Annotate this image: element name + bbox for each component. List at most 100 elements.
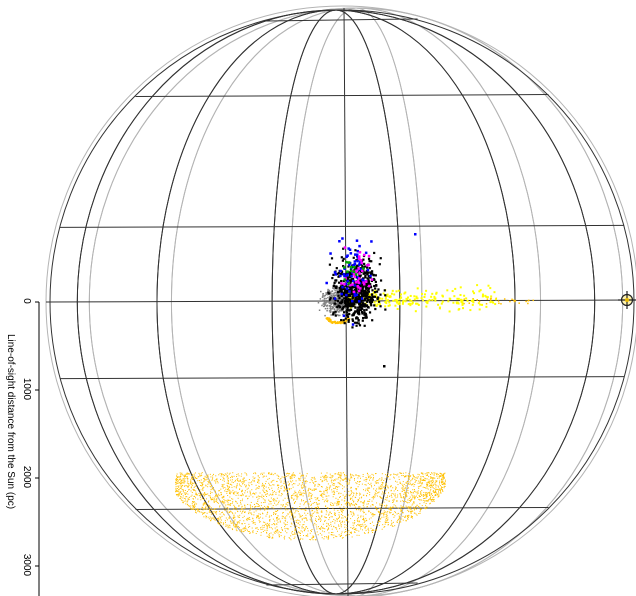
star-point-orange xyxy=(343,486,345,488)
star-point-orange xyxy=(385,497,387,499)
star-point-yellow xyxy=(385,295,388,298)
star-point-orange xyxy=(425,495,427,497)
star-point-orange xyxy=(242,482,244,484)
star-point-orange xyxy=(350,532,352,534)
star-point-orange xyxy=(213,500,215,502)
star-point-yellow xyxy=(494,298,497,301)
star-point-orange xyxy=(348,482,350,484)
star-point-orange xyxy=(365,529,367,531)
star-point-orange xyxy=(175,482,177,484)
star-point-magenta xyxy=(355,269,359,273)
star-point-orange xyxy=(269,520,271,522)
star-point-orange xyxy=(228,485,230,487)
star-point-orange xyxy=(431,482,433,484)
latitude-line xyxy=(266,582,418,586)
star-point-orange xyxy=(364,526,366,528)
star-point-orange xyxy=(403,496,405,498)
star-point-orange xyxy=(266,509,268,511)
star-point-black xyxy=(347,295,350,298)
star-point-gray xyxy=(330,302,332,305)
star-point-orange xyxy=(422,476,424,478)
star-point-orange xyxy=(351,536,353,538)
star-point-orange xyxy=(326,480,328,482)
star-point-gray xyxy=(327,290,329,292)
star-point-orange xyxy=(405,496,407,498)
star-point-orange xyxy=(401,510,403,512)
star-point-orange xyxy=(299,506,301,508)
star-point-orange xyxy=(314,484,316,486)
star-point-orange xyxy=(380,518,382,520)
star-point-orange xyxy=(187,486,189,488)
star-point-black xyxy=(365,294,369,297)
star-point-orange xyxy=(202,487,204,489)
star-point-orange xyxy=(405,476,407,478)
star-point-orange xyxy=(428,476,430,478)
star-point-orange xyxy=(326,498,328,500)
star-point-black xyxy=(373,295,377,298)
star-point-orange xyxy=(328,525,330,527)
star-point-orange xyxy=(192,501,194,503)
star-point-orange xyxy=(342,520,344,522)
star-point-orange xyxy=(413,506,415,508)
star-point-orange xyxy=(236,502,238,504)
star-point-orange xyxy=(328,532,330,534)
star-point-orange xyxy=(327,523,329,525)
star-point-orange xyxy=(284,487,286,489)
star-point-orange xyxy=(408,478,410,480)
star-point-orange xyxy=(336,486,338,488)
star-point-orange xyxy=(246,474,248,476)
star-point-orange xyxy=(257,515,259,517)
star-point-orange xyxy=(340,476,342,478)
star-point-orange xyxy=(294,516,296,518)
star-point-orange xyxy=(328,495,330,497)
star-point-orange xyxy=(229,486,231,488)
star-point-orange xyxy=(345,495,347,497)
star-point-black xyxy=(334,279,337,282)
star-point-orange xyxy=(268,499,270,501)
star-point-orange xyxy=(326,318,328,320)
star-point-orange xyxy=(283,490,285,492)
star-point-orange xyxy=(177,494,179,496)
star-point-orange xyxy=(300,494,302,496)
star-point-orange xyxy=(301,487,303,489)
star-point-orange xyxy=(410,515,412,517)
star-point-black xyxy=(378,300,381,303)
star-point-green xyxy=(345,260,348,264)
star-point-orange xyxy=(224,502,226,504)
star-point-orange xyxy=(443,477,445,479)
star-point-orange xyxy=(280,495,282,497)
star-point-orange xyxy=(403,497,405,499)
star-point-orange xyxy=(338,472,340,474)
star-point-orange xyxy=(239,519,241,521)
star-point-orange xyxy=(255,528,257,530)
star-point-orange xyxy=(219,518,221,520)
star-point-orange xyxy=(334,520,336,522)
star-point-orange xyxy=(275,530,277,532)
star-point-yellow xyxy=(404,300,407,303)
star-point-orange xyxy=(433,500,435,502)
star-point-orange xyxy=(306,519,308,521)
star-point-orange xyxy=(437,485,439,487)
star-point-orange xyxy=(337,322,339,324)
star-point-orange xyxy=(235,525,237,527)
star-point-orange xyxy=(218,493,220,495)
star-point-orange xyxy=(532,299,534,302)
star-point-orange xyxy=(276,474,278,476)
star-point-orange xyxy=(253,514,255,516)
star-point-orange xyxy=(224,509,226,511)
star-point-orange xyxy=(372,515,374,517)
star-point-orange xyxy=(360,500,362,502)
star-point-orange xyxy=(274,520,276,522)
star-point-orange xyxy=(179,478,181,480)
star-point-orange xyxy=(344,503,346,505)
star-point-orange xyxy=(329,473,331,475)
star-point-orange xyxy=(393,498,395,500)
star-point-orange xyxy=(295,510,297,512)
star-point-orange xyxy=(207,486,209,488)
star-point-orange xyxy=(368,510,370,512)
star-point-orange xyxy=(234,524,236,526)
star-point-orange xyxy=(396,474,398,476)
star-point-yellow xyxy=(426,300,429,303)
star-point-orange xyxy=(216,499,218,501)
star-point-black xyxy=(348,271,351,274)
